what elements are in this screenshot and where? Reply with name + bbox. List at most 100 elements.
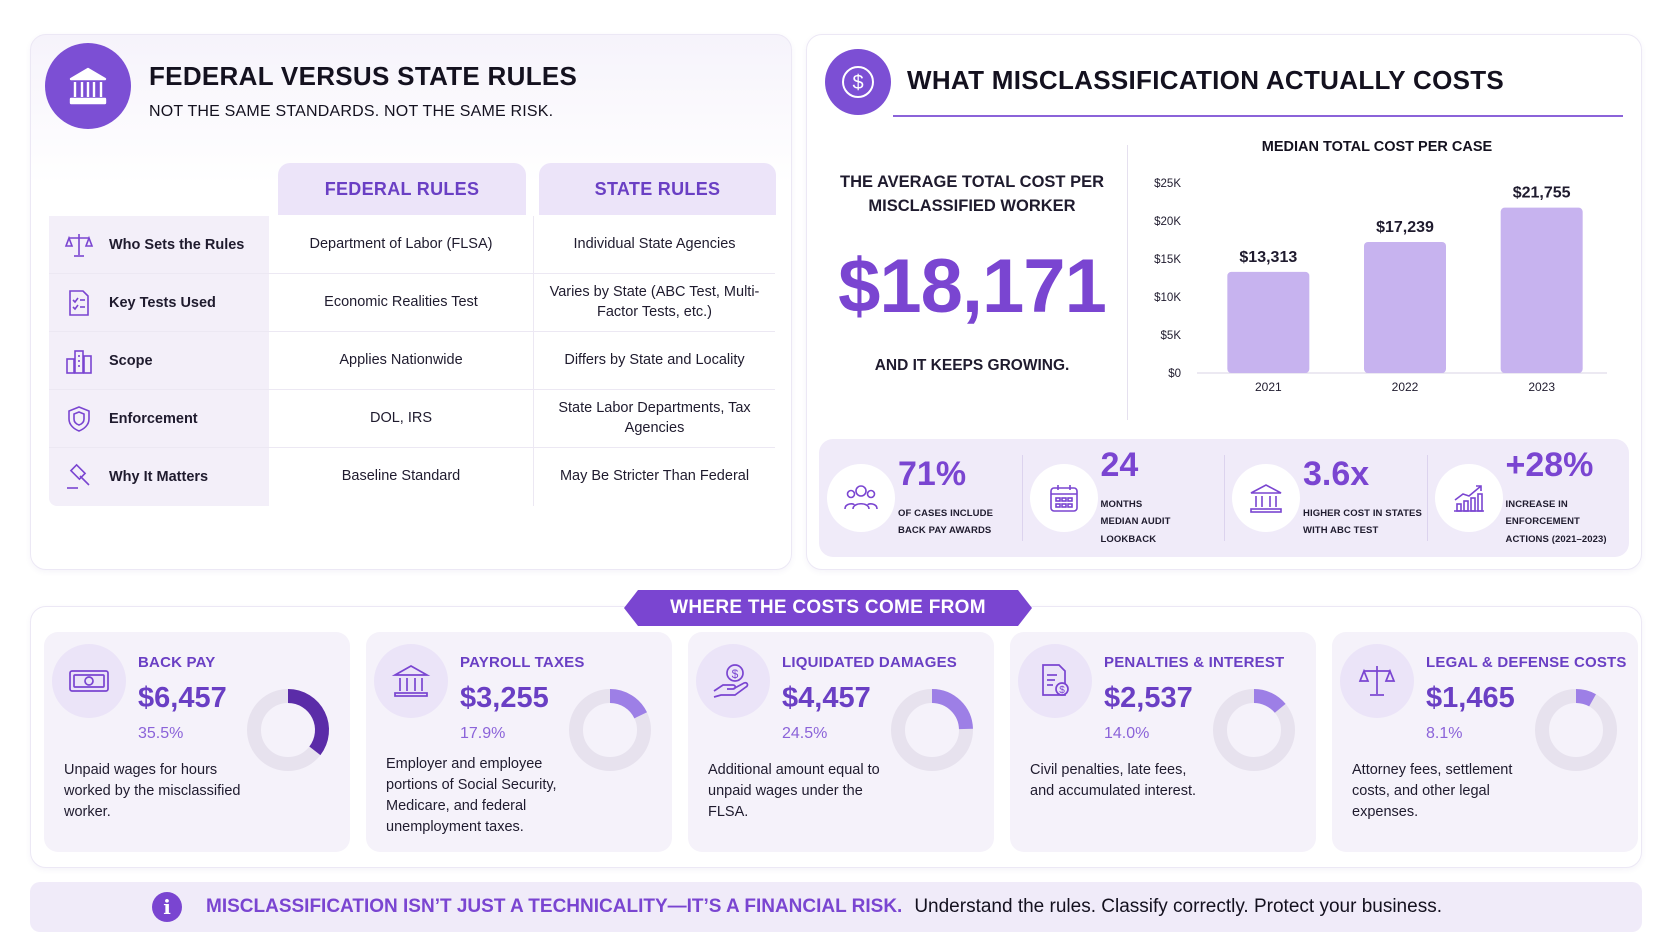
divider: [1127, 145, 1128, 420]
y-tick-label: $10K: [1154, 292, 1181, 304]
y-tick-label: $15K: [1154, 254, 1181, 266]
cost-item-back-pay: BACK PAY $6,457 35.5% Unpaid wages for h…: [44, 632, 350, 852]
cost-share-donut: [247, 689, 329, 771]
cost-title: PENALTIES & INTEREST: [1104, 654, 1285, 671]
stat-desc: BACK PAY AWARDS: [898, 525, 992, 536]
cost-value: $1,465: [1426, 682, 1515, 714]
federal-cell: DOL, IRS: [269, 390, 534, 447]
bar: [1227, 271, 1310, 373]
bar: [1500, 207, 1583, 373]
courthouse-icon: [45, 43, 131, 129]
rules-row-label: Key Tests Used: [109, 294, 216, 311]
stat-desc: MONTHS: [1100, 499, 1143, 511]
cost-share-donut: [569, 689, 651, 771]
stat-value: 71%: [898, 454, 967, 493]
rules-row-who: Who Sets the Rules Department of Labor (…: [49, 216, 775, 274]
stat-value: 3.6x: [1303, 454, 1370, 493]
average-cost-label: THE AVERAGE TOTAL COST PER MISCLASSIFIED…: [839, 173, 1105, 215]
cost-item-liquidated-damages: $ LIQUIDATED DAMAGES $4,457 24.5% Additi…: [688, 632, 994, 852]
scales-icon: [63, 229, 95, 261]
state-cell: May Be Stricter Than Federal: [559, 468, 750, 485]
footer-headline: MISCLASSIFICATION ISN’T JUST A TECHNICAL…: [206, 896, 903, 917]
invoice-dollar-icon: $: [1018, 644, 1092, 718]
donut-segment: [1575, 689, 1596, 707]
city-buildings-icon: [63, 345, 95, 377]
svg-text:$: $: [1059, 685, 1065, 696]
federal-cell: Economic Realities Test: [269, 274, 534, 331]
rules-row-why: Why It Matters Baseline Standard May Be …: [49, 448, 775, 506]
donut-segment: [931, 689, 973, 730]
gavel-icon: [63, 461, 95, 493]
cost-description: Employer and employee portions of Social…: [386, 756, 557, 836]
cost-title: BACK PAY: [138, 654, 216, 671]
y-tick-label: $25K: [1154, 178, 1181, 190]
state-cell: State Labor Departments, Tax Agencies: [558, 399, 751, 436]
bar-value-label: $13,313: [1239, 249, 1297, 266]
cost-title: PAYROLL TAXES: [460, 654, 585, 671]
cost-percent: 8.1%: [1426, 725, 1463, 742]
chart-title: MEDIAN TOTAL COST PER CASE: [1262, 139, 1493, 155]
donut-segment: [609, 689, 647, 719]
cost-value: $4,457: [782, 682, 871, 714]
federal-cell: Applies Nationwide: [269, 332, 534, 389]
cost-description: Civil penalties, late fees, and accumula…: [1030, 762, 1197, 800]
federal-cell: Baseline Standard: [269, 448, 534, 506]
calendar-icon: [1029, 464, 1098, 532]
cost-item-legal-defense: LEGAL & DEFENSE COSTS $1,465 8.1% Attorn…: [1332, 632, 1638, 852]
checklist-document-icon: [63, 287, 95, 319]
donut-segment: [287, 689, 329, 756]
stat-desc: ACTIONS (2021–2023): [1505, 533, 1607, 545]
bar: [1364, 241, 1446, 373]
cost-title: LEGAL & DEFENSE COSTS: [1426, 654, 1627, 671]
bar-value-label: $17,239: [1376, 219, 1434, 236]
rules-row-label: Enforcement: [109, 410, 198, 427]
cost-description: Attorney fees, settlement costs, and oth…: [1352, 762, 1513, 821]
average-cost-value: $18,171: [838, 244, 1107, 329]
cost-share-donut: [1213, 689, 1295, 771]
x-tick-label: 2021: [1255, 380, 1282, 394]
cost-description: Additional amount equal to unpaid wages …: [708, 762, 880, 821]
trend-up-chart-icon: [1434, 464, 1503, 532]
dollar-coin-icon: $: [825, 49, 891, 115]
state-cell: Varies by State (ABC Test, Multi-Factor …: [549, 283, 760, 320]
cost-percent: 14.0%: [1104, 725, 1150, 742]
title-underline: [893, 115, 1623, 117]
stat-value: 24: [1100, 446, 1139, 485]
y-tick-label: $20K: [1154, 216, 1181, 228]
cost-value: $6,457: [138, 682, 227, 714]
stats-strip: 71% OF CASES INCLUDE BACK PAY AWARDS 24 M…: [819, 439, 1629, 557]
svg-text:$: $: [732, 667, 739, 681]
rules-row-label: Who Sets the Rules: [109, 236, 245, 253]
x-tick-label: 2022: [1392, 380, 1419, 394]
stat-desc: WITH ABC TEST: [1303, 525, 1379, 536]
stat-desc: INCREASE IN ENFORCEMENT: [1505, 499, 1580, 528]
cost-item-payroll-taxes: PAYROLL TAXES $3,255 17.9% Employer and …: [366, 632, 672, 852]
info-icon: i: [152, 892, 182, 922]
cash-bill-icon: [52, 644, 126, 718]
costs-title: WHAT MISCLASSIFICATION ACTUALLY COSTS: [907, 65, 1505, 95]
footer-message: Understand the rules. Classify correctly…: [914, 896, 1442, 917]
cost-share-donut: [1535, 689, 1617, 771]
average-cost-footnote: AND IT KEEPS GROWING.: [874, 357, 1070, 374]
bar-value-label: $21,755: [1513, 185, 1571, 202]
rules-row-tests: Key Tests Used Economic Realities Test V…: [49, 274, 775, 332]
federal-cell: Department of Labor (FLSA): [269, 216, 534, 273]
stat-audit-lookback: 24 MONTHS MEDIAN AUDIT LOOKBACK: [1021, 439, 1225, 557]
scales-icon: [1340, 644, 1414, 718]
stat-desc: HIGHER COST IN STATES: [1303, 507, 1422, 519]
cost-percent: 17.9%: [460, 725, 506, 742]
federal-rules-header: FEDERAL RULES: [278, 163, 526, 215]
stat-abc-test-cost: 3.6x HIGHER COST IN STATES WITH ABC TEST: [1224, 439, 1427, 557]
state-rules-header: STATE RULES: [539, 163, 776, 215]
stat-enforcement-increase: +28% INCREASE IN ENFORCEMENT ACTIONS (202…: [1426, 439, 1630, 557]
cost-percent: 35.5%: [138, 725, 184, 742]
x-tick-label: 2023: [1528, 380, 1555, 394]
stat-back-pay-share: 71% OF CASES INCLUDE BACK PAY AWARDS: [819, 439, 1022, 557]
cost-breakdown-banner: WHERE THE COSTS COME FROM: [624, 590, 1032, 626]
shield-icon: [63, 403, 95, 435]
stat-desc: MEDIAN AUDIT LOOKBACK: [1100, 516, 1171, 545]
stat-desc: OF CASES INCLUDE: [898, 507, 994, 519]
rules-title: FEDERAL VERSUS STATE RULES: [149, 61, 578, 91]
svg-text:$: $: [852, 72, 863, 94]
rules-subtitle: NOT THE SAME STANDARDS. NOT THE SAME RIS…: [149, 103, 554, 120]
